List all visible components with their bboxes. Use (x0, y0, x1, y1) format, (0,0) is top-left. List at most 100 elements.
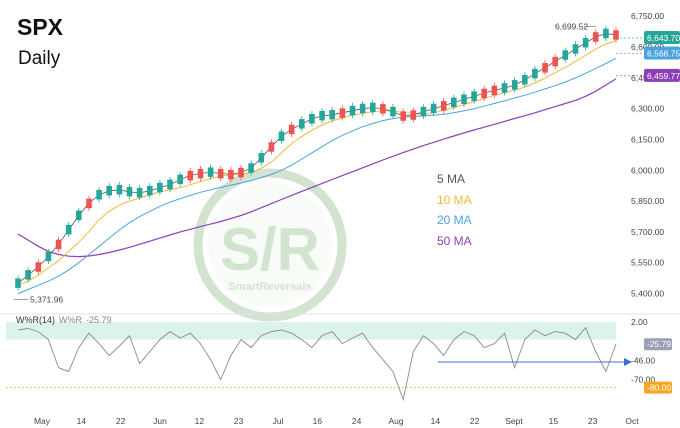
candle-body (461, 94, 467, 104)
y-tick-label: 5,700.00 (631, 227, 664, 237)
price-tag (644, 46, 680, 60)
low-annotation: 5,371.96 (30, 294, 63, 304)
oscillator-name: W%R(14) (16, 315, 56, 325)
candle-body (481, 88, 487, 99)
high-annotation: 6,699.52 (555, 22, 588, 32)
candle-body (562, 50, 569, 60)
osc-tick-label: -70.00 (631, 375, 655, 385)
legend-ma50: 50 MA (437, 233, 472, 248)
osc-tag-label: -25.79 (647, 339, 671, 349)
candle-body (380, 104, 386, 114)
oscillator-subname: W%R (59, 315, 83, 325)
y-tick-label: 6,150.00 (631, 134, 664, 144)
price-tag-label: 6,459.77 (647, 71, 680, 81)
candle-body (299, 119, 305, 129)
x-tick-label: 14 (431, 416, 441, 426)
candle-body (248, 163, 254, 173)
candle-body (35, 262, 42, 272)
x-tick-label: Jul (273, 416, 284, 426)
chart-subtitle: Daily (18, 48, 61, 69)
candle-body (440, 101, 447, 111)
candle-body (410, 110, 417, 120)
x-tick-label: 22 (470, 416, 480, 426)
osc-tag (644, 338, 672, 351)
candle-body (532, 68, 538, 79)
oscillator-label: W%R(14) W%R -25.79 (16, 315, 112, 325)
candle-body (390, 106, 396, 117)
candle-body (45, 251, 52, 262)
oscillator-value: -25.79 (86, 315, 112, 325)
x-tick-label: Aug (388, 416, 403, 426)
candle-body (207, 167, 214, 177)
candle-body (15, 278, 21, 288)
osc-tick-label: 2.00 (631, 317, 648, 327)
candle-body (86, 198, 92, 209)
candle-body (258, 153, 265, 163)
x-tick-label: May (34, 416, 51, 426)
x-tick-label: 16 (313, 416, 323, 426)
candle-body (136, 188, 143, 198)
watermark-text: SmartReversals (228, 281, 311, 293)
legend-ma20: 20 MA (437, 213, 472, 227)
candle-body (177, 174, 183, 185)
candle-body (370, 102, 376, 113)
candle-body (339, 108, 346, 118)
candle-body (491, 85, 498, 96)
y-tick-label: 6,300.00 (631, 104, 664, 114)
x-tick-label: 23 (588, 416, 598, 426)
x-tick-label: 15 (549, 416, 559, 426)
candle-body (309, 114, 315, 124)
candle-body (522, 75, 528, 85)
candle-body (55, 239, 62, 250)
candle-body (582, 38, 589, 48)
candle-body (116, 184, 123, 195)
price-tag-label: 6,643.70 (647, 33, 680, 43)
candle-body (268, 142, 275, 152)
candle-body (76, 210, 82, 221)
price-tag (644, 31, 680, 45)
arrow-head (624, 358, 632, 366)
osc-tag-label: -80.00 (647, 383, 671, 393)
oscillator-upper-zone (6, 322, 616, 340)
candle-body (147, 185, 153, 196)
candle-body (359, 103, 366, 114)
candle-body (349, 105, 356, 116)
x-tick-label: 24 (352, 416, 362, 426)
candle-body (126, 186, 133, 197)
candle-body (501, 83, 508, 93)
watermark-disc (208, 183, 332, 307)
price-tag-label: 6,568.75 (647, 48, 680, 58)
osc-tag (644, 381, 672, 394)
y-tick-label: 5,850.00 (631, 196, 664, 206)
candle-body (511, 80, 518, 90)
williams-r-line (17, 326, 617, 402)
candle-body (238, 167, 244, 178)
candle-body (603, 28, 609, 39)
ma10-line (17, 40, 617, 286)
candle-body (592, 32, 599, 42)
x-tick-label: Oct (625, 416, 639, 426)
candle-body (319, 110, 325, 121)
candle-body (552, 56, 558, 67)
y-tick-label: 6,000.00 (631, 165, 664, 175)
x-tick-label: Sept (505, 416, 523, 426)
legend-ma5: 5 MA (437, 172, 466, 186)
candle-body (187, 170, 194, 181)
x-tick-label: 22 (116, 416, 126, 426)
watermark-mark: S/R (220, 216, 320, 283)
candle-body (65, 224, 72, 235)
candle-body (572, 44, 579, 54)
candle-body (420, 106, 427, 117)
candle-body (451, 97, 457, 108)
chart-title: SPX (17, 14, 64, 40)
candle-body (197, 168, 204, 179)
x-tick-label: 23 (234, 416, 244, 426)
candle-body (400, 111, 406, 121)
candle-body (228, 169, 234, 180)
candle-body (217, 168, 224, 179)
candle-body (471, 91, 477, 101)
candle-body (288, 124, 295, 135)
